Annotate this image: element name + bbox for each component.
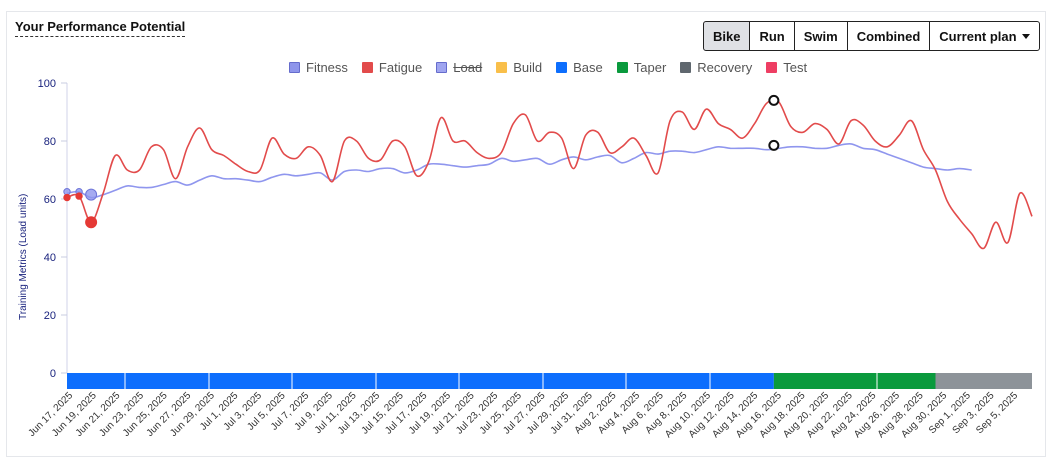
chart-legend: Fitness Fatigue Load Build Base Taper Re… <box>289 60 821 75</box>
phase-bar-taper <box>773 373 936 389</box>
sport-selector: Bike Run Swim Combined Current plan <box>703 21 1040 51</box>
phase-bar-base <box>67 373 774 389</box>
legend-swatch <box>766 62 778 73</box>
legend-swatch <box>680 62 692 73</box>
legend-label: Load <box>453 60 483 75</box>
legend-item-fatigue[interactable]: Fatigue <box>361 60 423 75</box>
combined-button[interactable]: Combined <box>846 21 931 51</box>
marker-fatigue-highlight <box>768 94 780 106</box>
legend-item-recovery[interactable]: Recovery <box>680 60 752 75</box>
legend-item-load[interactable]: Load <box>436 60 482 75</box>
series-line-fatigue <box>66 98 1033 250</box>
caret-down-icon <box>1021 33 1030 39</box>
y-tick-label: 80 <box>44 136 56 148</box>
y-tick-label: 100 <box>38 78 56 90</box>
page-title: Your Performance Potential <box>15 19 186 37</box>
legend-label: Fitness <box>306 60 348 75</box>
legend-label: Build <box>513 60 543 75</box>
series-line-fitness <box>66 142 972 199</box>
y-tick-label: 0 <box>50 368 56 380</box>
marker-fatigue <box>85 216 98 229</box>
legend-label: Recovery <box>697 60 753 75</box>
y-tick-label: 40 <box>44 252 56 264</box>
phase-bar-recovery <box>935 373 1032 389</box>
run-button[interactable]: Run <box>749 21 795 51</box>
legend-swatch <box>436 62 448 73</box>
legend-swatch <box>616 62 628 73</box>
legend-swatch <box>289 62 300 73</box>
y-tick-label: 20 <box>44 310 56 322</box>
legend-label: Test <box>783 60 808 75</box>
current-plan-label: Current plan <box>939 28 1017 44</box>
current-plan-dropdown[interactable]: Current plan <box>929 21 1040 51</box>
legend-swatch <box>496 62 508 73</box>
legend-swatch <box>361 62 373 73</box>
y-tick-label: 60 <box>44 194 56 206</box>
legend-item-taper[interactable]: Taper <box>616 60 667 75</box>
marker-fatigue <box>75 192 83 200</box>
legend-swatch <box>556 62 568 73</box>
legend-item-base[interactable]: Base <box>556 60 603 75</box>
marker-fitness <box>85 188 98 201</box>
legend-item-build[interactable]: Build <box>496 60 542 75</box>
marker-fatigue <box>63 193 71 202</box>
legend-label: Base <box>573 60 603 75</box>
legend-item-test[interactable]: Test <box>766 60 807 75</box>
bike-button[interactable]: Bike <box>703 21 751 51</box>
legend-label: Fatigue <box>378 60 423 75</box>
legend-label: Taper <box>633 60 667 75</box>
legend-item-fitness[interactable]: Fitness <box>289 60 348 75</box>
marker-fitness-highlight <box>768 139 780 151</box>
